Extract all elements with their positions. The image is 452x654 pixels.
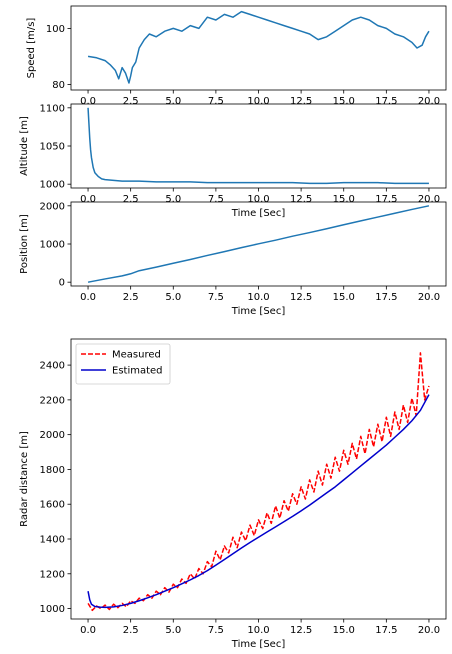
speed-chart: 0.0 2.5 5.0 7.5 10.0 12.5 15.0 17.5 20.0 80 100 Spe… bbox=[26, 5, 447, 107]
speed-xtick-label: 17.5 bbox=[375, 96, 397, 107]
position-xtick-label: 0.0 bbox=[80, 292, 96, 303]
radar-ytick-label: 1800 bbox=[40, 465, 65, 476]
radar-xlabel: Time [Sec] bbox=[231, 639, 286, 650]
position-xtick-label: 15.0 bbox=[333, 292, 355, 303]
radar-xtick-label: 15.0 bbox=[333, 625, 355, 636]
position-chart: 0.0 2.5 5.0 7.5 10.0 12.5 15.0 17.5 20.0 0 1000 200… bbox=[19, 201, 447, 317]
speed-xtick-label: 12.5 bbox=[290, 96, 312, 107]
radar-ytick-label: 1600 bbox=[40, 500, 65, 511]
altitude-ytick-label: 1000 bbox=[40, 180, 65, 191]
speed-ytick-label: 80 bbox=[52, 80, 65, 91]
radar-series-measured bbox=[87, 352, 430, 612]
speed-xtick-label: 0.0 bbox=[80, 96, 96, 107]
radar-xtick-label: 20.0 bbox=[418, 625, 440, 636]
position-xtick-label: 7.5 bbox=[208, 292, 224, 303]
radar-xtick-label: 5.0 bbox=[165, 625, 181, 636]
altitude-chart: 0.0 2.5 5.0 7.5 10.0 12.5 15.0 17.5 20.0 1000 1050… bbox=[19, 103, 447, 219]
position-ytick-label: 1000 bbox=[40, 240, 65, 251]
altitude-series-line0 bbox=[87, 107, 429, 185]
altitude-xtick-label: 15.0 bbox=[333, 194, 355, 205]
position-ytick-label: 0 bbox=[59, 278, 65, 289]
legend-label-estimated: Estimated bbox=[112, 366, 163, 377]
speed-ytick-label: 100 bbox=[46, 24, 65, 35]
legend-label-measured: Measured bbox=[112, 350, 161, 361]
altitude-xtick-label: 20.0 bbox=[418, 194, 440, 205]
altitude-ytick-label: 1100 bbox=[40, 103, 65, 114]
position-xtick-label: 12.5 bbox=[290, 292, 312, 303]
altitude-xtick-label: 12.5 bbox=[290, 194, 312, 205]
speed-series-line0 bbox=[87, 10, 430, 84]
radar-ytick-label: 1000 bbox=[40, 604, 65, 615]
radar-xtick-label: 0.0 bbox=[80, 625, 96, 636]
altitude-xtick-label: 2.5 bbox=[123, 194, 139, 205]
altitude-xlabel: Time [Sec] bbox=[231, 208, 286, 219]
altitude-xtick-label: 5.0 bbox=[165, 194, 181, 205]
altitude-xtick-label: 17.5 bbox=[375, 194, 397, 205]
position-xtick-label: 20.0 bbox=[418, 292, 440, 303]
radar-xtick-label: 10.0 bbox=[247, 625, 269, 636]
altitude-ylabel: Altitude [m] bbox=[19, 116, 30, 176]
radar-ylabel: Radar distance [m] bbox=[19, 431, 30, 527]
radar-series-estimated bbox=[87, 394, 430, 609]
position-xlabel: Time [Sec] bbox=[231, 306, 286, 317]
altitude-axes-frame bbox=[70, 103, 447, 189]
altitude-xtick-label: 10.0 bbox=[247, 194, 269, 205]
speed-xtick-label: 2.5 bbox=[123, 96, 139, 107]
altitude-xtick-label: 7.5 bbox=[208, 194, 224, 205]
altitude-ytick-label: 1050 bbox=[40, 142, 65, 153]
position-xtick-label: 5.0 bbox=[165, 292, 181, 303]
speed-xtick-label: 7.5 bbox=[208, 96, 224, 107]
radar-legend: Measured Estimated bbox=[75, 343, 171, 385]
radar-ytick-label: 2200 bbox=[40, 395, 65, 406]
position-xtick-label: 2.5 bbox=[123, 292, 139, 303]
radar-xtick-label: 7.5 bbox=[208, 625, 224, 636]
radar-chart: 0.0 2.5 5.0 7.5 10.0 12.5 15.0 17.5 20.0 1000 1200… bbox=[19, 338, 447, 650]
radar-xtick-label: 2.5 bbox=[123, 625, 139, 636]
position-ylabel: Position [m] bbox=[19, 214, 30, 274]
speed-xtick-label: 20.0 bbox=[418, 96, 440, 107]
radar-ytick-label: 2400 bbox=[40, 361, 65, 372]
radar-ytick-label: 2000 bbox=[40, 430, 65, 441]
altitude-xtick-label: 0.0 bbox=[80, 194, 96, 205]
radar-xtick-label: 12.5 bbox=[290, 625, 312, 636]
position-xtick-label: 10.0 bbox=[247, 292, 269, 303]
speed-xtick-label: 10.0 bbox=[247, 96, 269, 107]
position-series-line0 bbox=[87, 205, 430, 283]
speed-ylabel: Speed [m/s] bbox=[26, 18, 37, 79]
radar-xtick-label: 17.5 bbox=[375, 625, 397, 636]
radar-ytick-label: 1400 bbox=[40, 535, 65, 546]
position-ytick-label: 2000 bbox=[40, 201, 65, 212]
position-xtick-label: 17.5 bbox=[375, 292, 397, 303]
radar-ytick-label: 1200 bbox=[40, 569, 65, 580]
speed-xtick-label: 5.0 bbox=[165, 96, 181, 107]
speed-xtick-label: 15.0 bbox=[333, 96, 355, 107]
